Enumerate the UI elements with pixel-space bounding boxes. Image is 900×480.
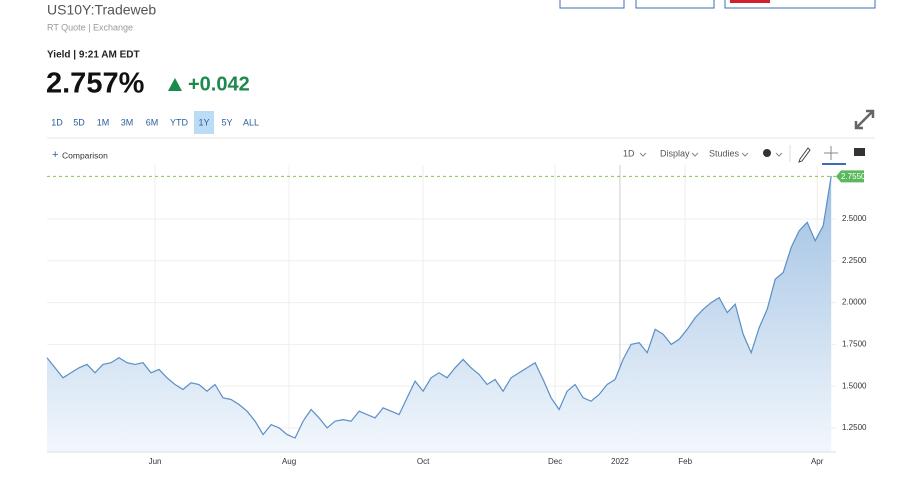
top-button[interactable] <box>559 0 625 9</box>
last-value-label: 2.7550 <box>841 172 866 181</box>
range-button[interactable]: 3M <box>121 117 134 127</box>
top-button[interactable] <box>724 0 876 9</box>
top-button-accent <box>730 0 770 3</box>
x-tick-label: Aug <box>282 457 296 466</box>
y-tick-label: 2.5000 <box>842 214 867 223</box>
plus-icon: + <box>52 149 58 161</box>
range-button[interactable]: ALL <box>243 117 259 127</box>
y-tick-label: 1.2500 <box>842 423 867 432</box>
chat-icon[interactable] <box>854 148 865 156</box>
x-tick-label: Oct <box>417 457 430 466</box>
comparison-button[interactable]: Comparison <box>62 150 108 160</box>
plot: 1.2500 1.5000 1.7500 2.0000 2.2500 2.5000 Jun A… <box>46 165 867 466</box>
top-button[interactable] <box>635 0 715 9</box>
line <box>46 175 832 439</box>
settings-icon[interactable] <box>763 149 771 157</box>
up-arrow <box>168 78 182 91</box>
area <box>47 176 832 452</box>
x-tick-label: Apr <box>811 457 824 466</box>
expand-icon[interactable] <box>854 109 875 130</box>
symbol: US10Y:Tradeweb <box>47 2 156 18</box>
yield-time: Yield | 9:21 AM EDT <box>47 50 140 61</box>
range-bar: 1D 5D 1M 3M 6M YTD 1Y 5Y ALL <box>51 111 259 134</box>
range-button[interactable]: YTD <box>170 117 189 127</box>
dropdown-carets <box>639 152 783 157</box>
crosshair-icon[interactable] <box>824 146 838 160</box>
y-tick-label: 2.0000 <box>842 298 867 307</box>
price: 2.757% <box>46 68 145 100</box>
last-value-tag <box>836 170 864 183</box>
y-tick-label: 1.7500 <box>842 339 867 348</box>
interval-button[interactable]: 1D <box>623 148 635 158</box>
y-tick-label: 1.5000 <box>842 381 867 390</box>
studies-button[interactable]: Studies <box>709 148 740 158</box>
range-button[interactable]: 1D <box>51 117 63 127</box>
range-active <box>194 111 214 134</box>
quote-source: RT Quote | Exchange <box>47 22 133 32</box>
range-button[interactable]: 1M <box>97 117 110 127</box>
display-button[interactable]: Display <box>660 148 690 158</box>
x-tick-label: Dec <box>548 457 562 466</box>
range-button[interactable]: 5Y <box>221 117 232 127</box>
range-button[interactable]: 5D <box>73 117 85 127</box>
x-tick-label: Jun <box>149 457 162 466</box>
draw-icon[interactable] <box>798 147 811 163</box>
x-tick-label: Feb <box>678 457 692 466</box>
y-tick-label: 2.2500 <box>842 256 867 265</box>
change: +0.042 <box>188 73 250 95</box>
x-tick-label: 2022 <box>611 457 629 466</box>
range-button[interactable]: 1Y <box>198 117 209 127</box>
range-button[interactable]: 6M <box>146 117 159 127</box>
